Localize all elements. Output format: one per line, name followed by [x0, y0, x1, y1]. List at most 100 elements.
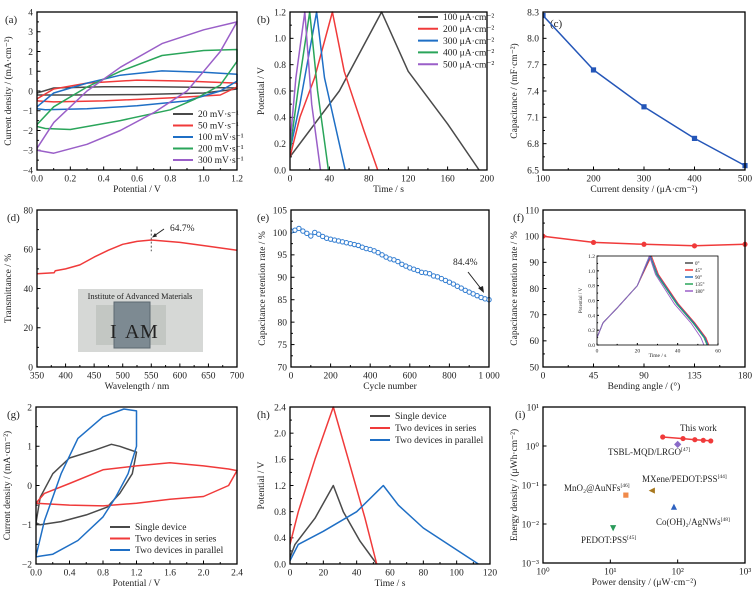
y-tick-label: 1.0 [588, 269, 595, 275]
y-axis-label: Potential / V [257, 461, 267, 509]
x-tick-label: 400 [363, 372, 378, 382]
y-tick-label: 60 [530, 337, 540, 347]
series-line-single-device [36, 443, 138, 526]
legend-item: 400 μA·cm⁻² [418, 49, 494, 59]
x-axis-label: Time / s [375, 579, 406, 589]
panel-f-inset: 0 20 40 60 0.0 0.2 0.4 0.6 0.8 1.0 1.2 Time / s Pote… [579, 254, 721, 359]
y-tick-label: 0.0 [274, 166, 286, 176]
data-point-open-circle [304, 230, 310, 237]
x-tick-label: 600 [173, 372, 188, 382]
y-tick-label: 2 [27, 403, 32, 413]
series-line-two-devices-in-parallel [290, 484, 479, 565]
data-point-diamond [674, 440, 682, 448]
data-point-open-circle [296, 225, 302, 232]
x-tick-label: 100 [450, 569, 465, 579]
annotation-label: 84.4% [453, 258, 478, 268]
x-tick-label: 550 [144, 372, 159, 382]
point-label: TSBL-MQD/LRGO[47] [608, 447, 690, 457]
x-tick-label: 0 [288, 175, 293, 185]
panel-b: 0 40 80 120 160 200 0.0 0.2 0.4 0.6 0.8 1.0 1.2 Time … [257, 8, 494, 195]
data-point-square [590, 67, 597, 73]
y-tick-label: 10⁻³ [522, 559, 540, 569]
annotation-label: 64.7% [170, 224, 195, 234]
y-axis-label: Capacitance retention rate / % [258, 231, 268, 346]
series-line-300-a-cm- [290, 11, 346, 171]
y-tick-label: 90 [530, 259, 540, 269]
x-tick-label: 90 [639, 372, 649, 382]
y-tick-label: −3 [23, 147, 33, 157]
y-tick-label: 1.2 [274, 482, 286, 492]
legend-label: 135° [695, 283, 705, 288]
reference-superscript: [47] [681, 447, 690, 453]
y-tick-label: −1 [22, 521, 32, 531]
x-tick-label: 20 [635, 349, 641, 355]
panel-g: 0.0 0.4 0.8 1.2 1.6 2.0 2.4 −2 −1 0 1 2 Potential / … [2, 403, 243, 589]
y-tick-label: 100 [273, 229, 288, 239]
x-tick-label: 80 [419, 569, 429, 579]
x-tick-label: 40 [352, 569, 362, 579]
y-tick-label: 0.2 [274, 140, 286, 150]
x-axis-label: Potential / V [113, 579, 161, 589]
point-label: MXene/PEDOT:PSS[44] [642, 474, 727, 484]
x-tick-label: 100 [536, 175, 551, 185]
legend-item: 50 mV·s⁻¹ [173, 122, 239, 132]
plot-frame [36, 11, 238, 171]
y-tick-label: 10⁻¹ [522, 481, 540, 491]
x-axis-label: Bending angle / (°) [608, 381, 681, 392]
y-tick-label: 0 [27, 482, 32, 492]
y-axis-label: Energy density / (μWh·cm⁻²) [509, 429, 520, 541]
x-tick-label: 2.4 [231, 569, 243, 579]
x-tick-label: 350 [30, 372, 45, 382]
y-tick-label: 75 [278, 341, 288, 351]
y-axis-label: Potential / V [579, 288, 584, 314]
x-tick-label: 700 [230, 372, 245, 382]
plot-frame [35, 406, 238, 565]
data-point-triangle-left [648, 487, 655, 494]
y-tick-label: 100 [525, 232, 540, 242]
photo-letter-A: A [125, 321, 140, 343]
plot-background [290, 407, 490, 564]
y-tick-label: 0.8 [274, 508, 286, 518]
y-tick-label: 0 [28, 363, 33, 373]
x-tick-label: 200 [323, 372, 338, 382]
y-tick-label: 0.6 [274, 87, 286, 97]
panel-letter: (a) [5, 14, 18, 26]
legend-item: 180° [685, 290, 705, 295]
plot-background [290, 12, 487, 170]
panel-letter: (b) [257, 14, 270, 26]
plot-frame [542, 406, 746, 564]
x-axis-label: Time / s [373, 185, 404, 195]
x-tick-label: 10² [671, 568, 684, 578]
legend-item: 300 μA·cm⁻² [418, 37, 494, 47]
plot-background [543, 12, 745, 170]
x-tick-label: 300 [637, 175, 652, 185]
y-tick-label: 50 [530, 363, 540, 373]
y-tick-label: 110 [525, 206, 539, 216]
reference-superscript: [48] [721, 517, 730, 523]
x-tick-label: 0 [541, 372, 546, 382]
panel-letter: (e) [257, 212, 270, 224]
y-tick-label: 1.2 [588, 254, 595, 260]
series-line-300-mv-s- [37, 21, 238, 154]
x-tick-label: 200 [480, 175, 495, 185]
legend-label: Single device [135, 523, 186, 533]
x-tick-label: 160 [440, 175, 455, 185]
x-tick-label: 400 [687, 175, 702, 185]
y-tick-label: 0.4 [274, 114, 286, 124]
y-tick-label: 0.4 [588, 313, 595, 319]
legend-label: Two devices in parallel [395, 436, 484, 446]
y-tick-label: 0.8 [274, 61, 286, 71]
point-label: PEDOT:PSS[45] [581, 535, 636, 545]
x-tick-label: 0.4 [98, 175, 110, 185]
data-point-square [623, 492, 629, 498]
legend-item: Two devices in series [370, 424, 477, 434]
x-tick-label: 0.0 [30, 569, 42, 579]
y-tick-label: 1.2 [274, 8, 286, 18]
x-tick-label: 800 [442, 372, 457, 382]
legend-item: 135° [685, 283, 705, 288]
y-tick-label: 1.6 [274, 456, 286, 466]
legend-label: 45° [695, 269, 702, 274]
legend-item: 100 μA·cm⁻² [418, 13, 494, 23]
legend-item: Two devices in series [110, 535, 217, 545]
y-tick-label: 80 [24, 206, 34, 216]
